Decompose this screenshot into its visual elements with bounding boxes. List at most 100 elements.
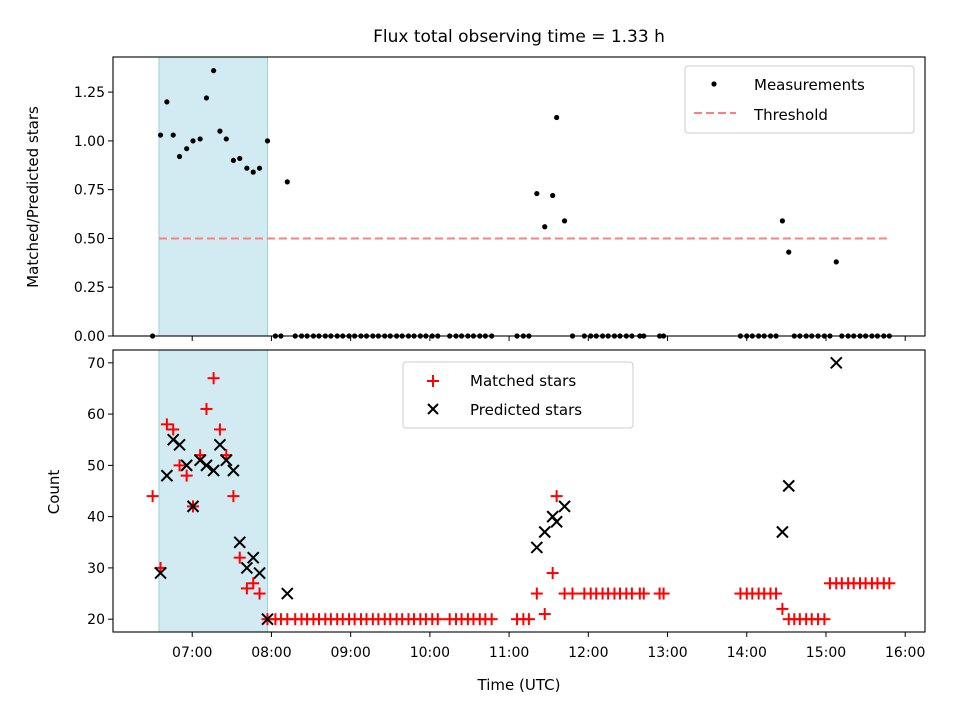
predicted-star-point xyxy=(213,438,227,452)
measurement-point xyxy=(561,218,568,224)
measurement-point xyxy=(223,136,229,142)
matched-star-point xyxy=(485,613,498,626)
matched-star-point xyxy=(538,608,551,621)
measurement-point xyxy=(197,136,203,142)
y-tick-label: 0.00 xyxy=(74,329,105,345)
predicted-star-point xyxy=(180,459,193,472)
matched-star-point xyxy=(253,587,266,600)
legend-threshold-label: Threshold xyxy=(753,106,828,124)
measurement-point xyxy=(833,259,839,265)
matched-star-point xyxy=(213,423,226,436)
predicted-star-point xyxy=(247,551,260,564)
matched-star-point xyxy=(530,587,543,600)
matched-star-point xyxy=(770,587,783,600)
matched-star-point xyxy=(173,459,186,472)
predicted-star-point xyxy=(550,515,563,528)
predicted-star-point xyxy=(207,464,220,477)
matched-star-point xyxy=(550,490,563,503)
predicted-star-point xyxy=(261,612,274,626)
measurement-point xyxy=(203,95,210,101)
measurement-point xyxy=(237,155,243,162)
legend-matched-marker xyxy=(427,375,439,387)
predicted-star-point xyxy=(200,459,213,472)
predicted-star-point xyxy=(776,525,789,539)
matched-star-point xyxy=(657,587,670,600)
predicted-star-point xyxy=(220,454,233,467)
matched-star-point xyxy=(233,551,246,564)
predicted-star-point xyxy=(782,479,795,493)
top-y-axis-label: Matched/Predicted stars xyxy=(24,106,42,288)
measurement-point xyxy=(542,224,548,230)
x-tick-label: 16:00 xyxy=(885,645,925,661)
x-tick-label: 08:00 xyxy=(251,645,291,661)
measurement-point xyxy=(786,249,792,255)
matched-star-point xyxy=(883,577,896,590)
matched-star-point xyxy=(207,372,220,385)
y-tick-label: 0.25 xyxy=(74,280,105,296)
x-tick-label: 11:00 xyxy=(489,645,529,661)
bottom-highlight-span xyxy=(158,349,268,633)
matched-star-point xyxy=(637,587,650,600)
predicted-star-point xyxy=(160,469,174,482)
y-tick-label: 1.25 xyxy=(74,85,105,101)
legend-measurements-label: Measurements xyxy=(754,76,865,94)
measurement-point xyxy=(250,169,256,175)
predicted-star-point xyxy=(227,464,240,477)
x-tick-label: 10:00 xyxy=(410,645,450,661)
matched-star-point xyxy=(546,567,559,580)
legend-predicted-label: Predicted stars xyxy=(470,401,582,419)
predicted-star-point xyxy=(240,561,254,575)
matched-star-point xyxy=(227,490,240,503)
matched-star-point xyxy=(180,469,193,482)
x-tick-label: 15:00 xyxy=(806,645,846,661)
measurement-point xyxy=(184,146,190,152)
y-tick-label: 0.50 xyxy=(74,231,105,247)
measurement-point xyxy=(157,132,164,138)
legend-measurements-marker xyxy=(711,81,717,87)
matched-star-point xyxy=(431,613,444,626)
matched-star-point xyxy=(566,587,579,600)
measurement-point xyxy=(190,138,196,144)
predicted-star-point xyxy=(154,566,167,580)
matched-star-point xyxy=(160,418,173,431)
measurement-point xyxy=(264,138,271,144)
x-tick-label: 12:00 xyxy=(568,645,608,661)
bottom-y-axis-label: Count xyxy=(45,470,63,515)
y-tick-label: 70 xyxy=(87,356,105,372)
measurement-point xyxy=(550,192,556,199)
y-tick-label: 0.75 xyxy=(74,183,105,199)
bottom-axes-frame xyxy=(112,349,926,633)
matched-star-point xyxy=(200,402,213,415)
top-axis-ticks: 0.00 0.25 0.50 0.75 1.00 1.25 xyxy=(74,85,906,345)
x-tick-label: 13:00 xyxy=(647,645,687,661)
matched-star-point xyxy=(522,613,535,626)
predicted-star-point xyxy=(233,536,246,549)
x-tick-label: 09:00 xyxy=(330,645,370,661)
bottom-panel: 20 30 40 50 60 70 07:00 08:00 09:00 10:00 11:00 12:… xyxy=(45,349,926,694)
matched-star-point xyxy=(146,490,159,503)
predicted-star-point xyxy=(173,438,186,452)
matched-star-point xyxy=(818,613,831,626)
x-tick-label: 14:00 xyxy=(727,645,767,661)
measurement-point xyxy=(284,179,290,185)
measurement-point xyxy=(554,114,560,121)
predicted-star-point xyxy=(281,587,294,600)
measurement-point xyxy=(170,132,176,138)
measurement-point xyxy=(176,153,183,160)
y-tick-label: 40 xyxy=(87,510,105,526)
matched-star-point xyxy=(167,423,180,436)
measurement-point xyxy=(534,190,540,197)
predicted-star-point xyxy=(186,500,200,513)
top-axes-frame xyxy=(112,56,926,337)
chart-title: Flux total observing time = 1.33 h xyxy=(373,27,665,47)
x-axis-label: Time (UTC) xyxy=(477,676,561,694)
x-tick-label: 07:00 xyxy=(172,645,212,661)
measurement-point xyxy=(256,165,263,171)
matched-star-point xyxy=(240,582,253,595)
y-tick-label: 20 xyxy=(87,612,105,628)
top-panel: 0.00 0.25 0.50 0.75 1.00 1.25 Matched/Predict… xyxy=(24,56,926,345)
y-tick-label: 50 xyxy=(87,458,105,474)
measurement-point xyxy=(230,157,237,164)
y-tick-label: 1.00 xyxy=(74,134,105,150)
predicted-star-point xyxy=(538,525,551,539)
